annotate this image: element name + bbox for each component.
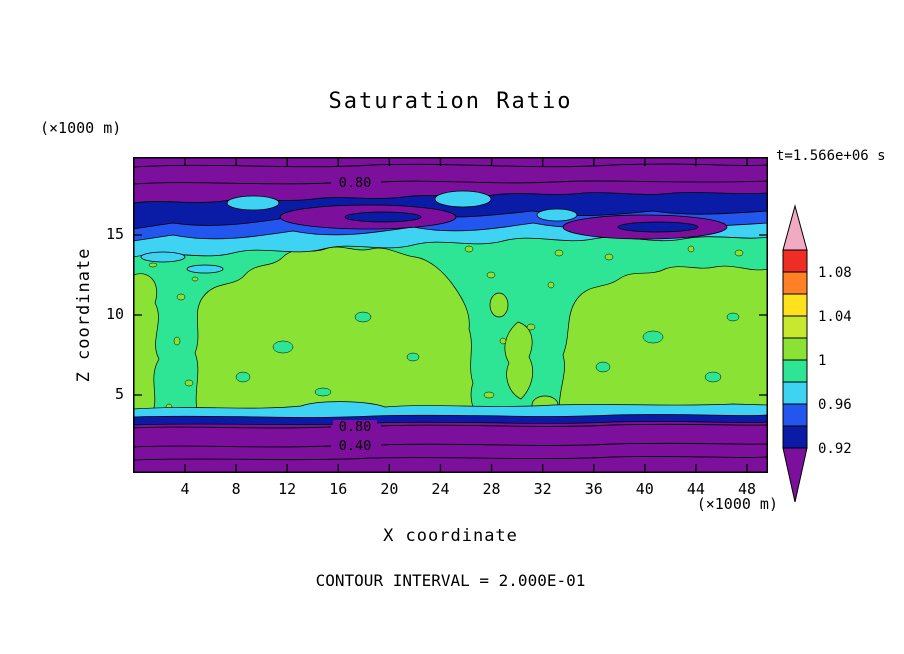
colorbar-segment bbox=[782, 271, 808, 295]
x-axis-unit-label: (×1000 m) bbox=[696, 495, 778, 513]
chartreuse-speck bbox=[191, 276, 199, 282]
cyan-patch-2 bbox=[434, 190, 492, 208]
chartreuse-speck bbox=[148, 262, 158, 268]
cyan-patch-1 bbox=[226, 195, 280, 211]
chartreuse-speck bbox=[173, 336, 181, 346]
contour-interval-label: CONTOUR INTERVAL = 2.000E-01 bbox=[315, 571, 586, 590]
colorbar-segment bbox=[782, 403, 808, 427]
green-hole bbox=[642, 330, 664, 344]
x-tick-label: 48 bbox=[737, 480, 757, 498]
chartreuse-speck bbox=[734, 249, 744, 257]
colorbar: 1.08 1.04 1 0.96 0.92 bbox=[782, 204, 852, 503]
y-tick-label: 10 bbox=[105, 305, 124, 323]
x-tick-label: 16 bbox=[329, 480, 348, 498]
x-tick-label: 4 bbox=[180, 480, 190, 498]
colorbar-under-arrow bbox=[782, 447, 808, 503]
chartreuse-central-blob bbox=[194, 246, 475, 418]
x-tick-label: 24 bbox=[431, 480, 450, 498]
purple-band-bottom bbox=[133, 421, 768, 473]
green-hole bbox=[704, 371, 722, 383]
chartreuse-speck bbox=[486, 271, 496, 279]
colorbar-segment bbox=[782, 315, 808, 339]
colorbar-segment bbox=[782, 425, 808, 449]
contour-label-bottom-080: 0.80 bbox=[339, 419, 372, 435]
colorbar-label: 1 bbox=[818, 353, 826, 369]
x-tick-label: 28 bbox=[482, 480, 501, 498]
time-stamp-label: t=1.566e+06 s bbox=[776, 148, 886, 164]
chartreuse-patch-1 bbox=[489, 292, 509, 318]
x-tick-label: 44 bbox=[686, 480, 705, 498]
green-hole bbox=[235, 371, 251, 383]
colorbar-segment bbox=[782, 249, 808, 273]
x-tick-label: 20 bbox=[380, 480, 399, 498]
cyan-streak-1 bbox=[140, 251, 186, 263]
chartreuse-speck bbox=[176, 293, 186, 301]
chartreuse-speck bbox=[464, 245, 474, 253]
upper-transition-bands bbox=[133, 157, 768, 274]
navy-ellipse-right bbox=[617, 221, 699, 233]
chartreuse-left-strip bbox=[133, 273, 160, 420]
x-tick-label: 8 bbox=[231, 480, 241, 498]
cyan-streak-2 bbox=[186, 264, 224, 274]
chartreuse-speck bbox=[184, 379, 194, 387]
y-tick-label: 5 bbox=[114, 385, 124, 403]
green-hole bbox=[354, 311, 372, 323]
cyan-patch-3 bbox=[536, 208, 578, 222]
plot-frame bbox=[133, 157, 768, 473]
chartreuse-speck bbox=[687, 245, 695, 253]
colorbar-label: 1.04 bbox=[818, 309, 852, 325]
chartreuse-speck bbox=[483, 391, 495, 399]
navy-ellipse-left bbox=[344, 211, 422, 223]
chart-title: Saturation Ratio bbox=[328, 89, 573, 114]
x-tick-label: 36 bbox=[584, 480, 603, 498]
green-hole bbox=[595, 361, 611, 373]
y-axis-unit-label: (×1000 m) bbox=[40, 119, 122, 137]
x-tick-label: 32 bbox=[533, 480, 552, 498]
green-hole bbox=[406, 352, 420, 362]
colorbar-segment bbox=[782, 337, 808, 361]
chartreuse-speck bbox=[526, 323, 536, 331]
contour-label-top: 0.80 bbox=[339, 175, 372, 191]
label-mask-bottom bbox=[333, 420, 377, 433]
colorbar-segment bbox=[782, 293, 808, 317]
contour-plot: 0.80 0.80 0.40 bbox=[133, 157, 768, 473]
colorbar-label: 0.92 bbox=[818, 441, 852, 457]
chartreuse-mid-blob bbox=[504, 321, 533, 400]
green-hole bbox=[726, 312, 740, 322]
colorbar-segment bbox=[782, 381, 808, 405]
colorbar-over-arrow bbox=[782, 204, 808, 251]
contour-label-bottom-040: 0.40 bbox=[339, 438, 372, 454]
chartreuse-speck bbox=[604, 253, 614, 261]
x-tick-label: 12 bbox=[278, 480, 297, 498]
lower-transition-bands bbox=[133, 401, 768, 473]
colorbar-label: 0.96 bbox=[818, 397, 852, 413]
colorbar-segment bbox=[782, 359, 808, 383]
x-axis-title: X coordinate bbox=[383, 526, 518, 546]
bottom-contour-lines bbox=[133, 423, 768, 461]
chartreuse-right-blob bbox=[559, 265, 768, 418]
y-tick-label: 15 bbox=[105, 225, 124, 243]
green-hole bbox=[314, 387, 332, 397]
colorbar-label: 1.08 bbox=[818, 265, 852, 281]
green-holes bbox=[235, 311, 740, 397]
green-hole bbox=[272, 340, 294, 354]
chartreuse-speck bbox=[554, 249, 564, 257]
chartreuse-speck bbox=[547, 281, 555, 289]
chartreuse-speck bbox=[499, 337, 507, 345]
x-tick-label: 40 bbox=[635, 480, 654, 498]
